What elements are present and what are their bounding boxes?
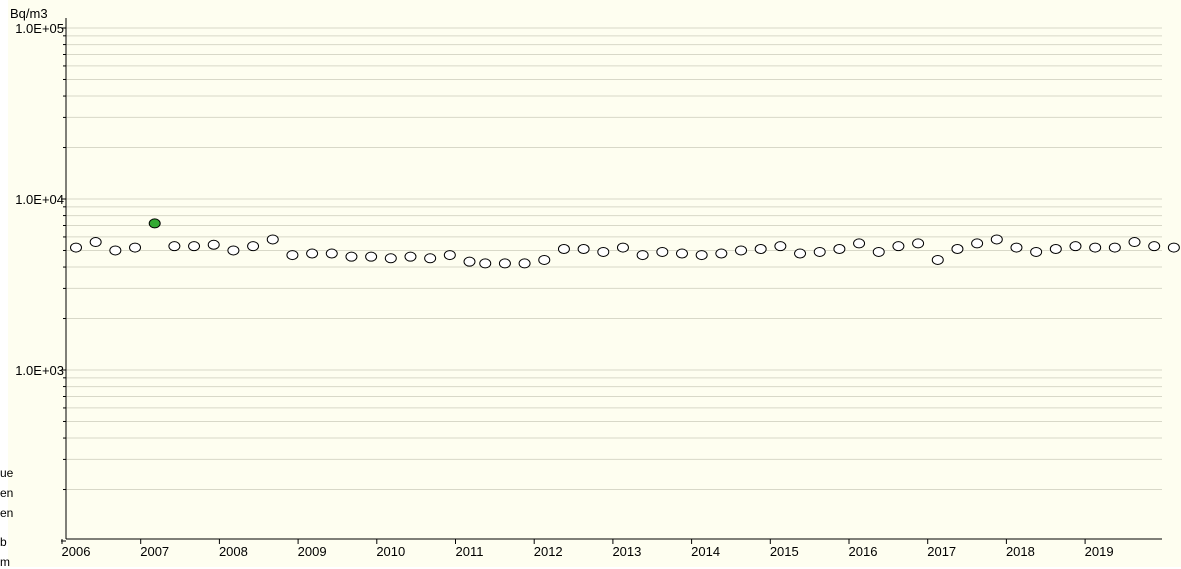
data-point [168, 241, 181, 252]
data-point [616, 242, 629, 253]
data-point [557, 244, 570, 255]
data-point [892, 241, 905, 252]
x-tick-label: 2012 [534, 544, 563, 559]
data-point [794, 248, 807, 259]
x-tick-label: 2009 [298, 544, 327, 559]
data-point [538, 254, 551, 265]
data-point [853, 238, 866, 249]
data-point [577, 244, 590, 255]
fragment-text: ue [0, 466, 14, 480]
data-point [1010, 242, 1023, 253]
data-point [754, 244, 767, 255]
data-point [286, 250, 299, 261]
data-point [1167, 242, 1180, 253]
data-point [1148, 241, 1161, 252]
axes [65, 18, 1162, 540]
x-tick-label: 2010 [376, 544, 405, 559]
data-point [109, 245, 122, 256]
data-point [498, 258, 511, 269]
data-point [443, 250, 456, 261]
data-point [774, 241, 787, 252]
data-point [306, 248, 319, 259]
x-tick-label: 2011 [456, 544, 484, 559]
plot-background [8, 0, 1181, 567]
data-point [1069, 241, 1082, 252]
data-point [951, 244, 964, 255]
data-point [424, 253, 437, 264]
data-point [188, 241, 201, 252]
data-point [70, 242, 82, 253]
fragment-text: m [0, 555, 10, 569]
y-tick-label: 1.0E+05 [15, 21, 64, 36]
data-point [365, 251, 378, 262]
x-tick-label: 2008 [219, 544, 248, 559]
data-point [872, 246, 885, 257]
fragment-text: en [0, 506, 14, 520]
grid-lines [66, 27, 1162, 491]
fragment-text: b [0, 535, 7, 549]
data-point [675, 248, 688, 259]
data-point [656, 246, 669, 257]
data-points [70, 218, 1180, 269]
x-tick-label: 2014 [691, 544, 720, 559]
data-point [227, 245, 240, 256]
data-point [345, 251, 358, 262]
data-point [813, 246, 826, 257]
data-point [715, 248, 728, 259]
data-point [89, 237, 102, 248]
y-tick-label: 1.0E+03 [15, 363, 64, 378]
data-point [1108, 242, 1121, 253]
data-point [695, 250, 708, 261]
fragment-text: en [0, 486, 14, 500]
x-tick-label: 2015 [770, 544, 799, 559]
data-point [325, 248, 338, 259]
data-point [931, 254, 944, 265]
x-tick-labels: 2006 2007 2008 2009 2010 2011 2012 2013 2014 2015… [61, 539, 1114, 559]
data-point [266, 234, 279, 245]
data-point [597, 246, 610, 257]
data-point [247, 241, 260, 252]
y-tick-label: 1.0E+04 [15, 192, 64, 207]
data-point [971, 238, 984, 249]
data-point [518, 258, 531, 269]
data-point [404, 251, 417, 262]
data-point [833, 244, 846, 255]
x-tick-label: 2013 [612, 544, 641, 559]
x-tick-label: 2016 [849, 544, 878, 559]
data-point [1049, 244, 1062, 255]
highlighted-data-point [148, 218, 161, 229]
data-point [463, 256, 476, 267]
data-point [1030, 246, 1043, 257]
data-point [1128, 237, 1141, 248]
data-point [990, 234, 1003, 245]
x-tick-label: 2019 [1085, 544, 1114, 559]
data-point [735, 245, 748, 256]
data-point [207, 239, 220, 250]
data-point [479, 258, 492, 269]
data-point [384, 253, 397, 264]
data-point [912, 238, 925, 249]
x-tick-label: 2018 [1006, 544, 1035, 559]
x-tick-label: 2007 [140, 544, 169, 559]
x-tick-label: 2006 [62, 544, 91, 559]
y-axis-unit-label: Bq/m3 [10, 6, 48, 21]
data-point [129, 242, 142, 253]
x-tick-label: 2017 [927, 544, 956, 559]
y-tick-labels: 1.0E+05 1.0E+04 1.0E+03 [15, 21, 66, 542]
data-point [636, 250, 649, 261]
data-point [1089, 242, 1102, 253]
